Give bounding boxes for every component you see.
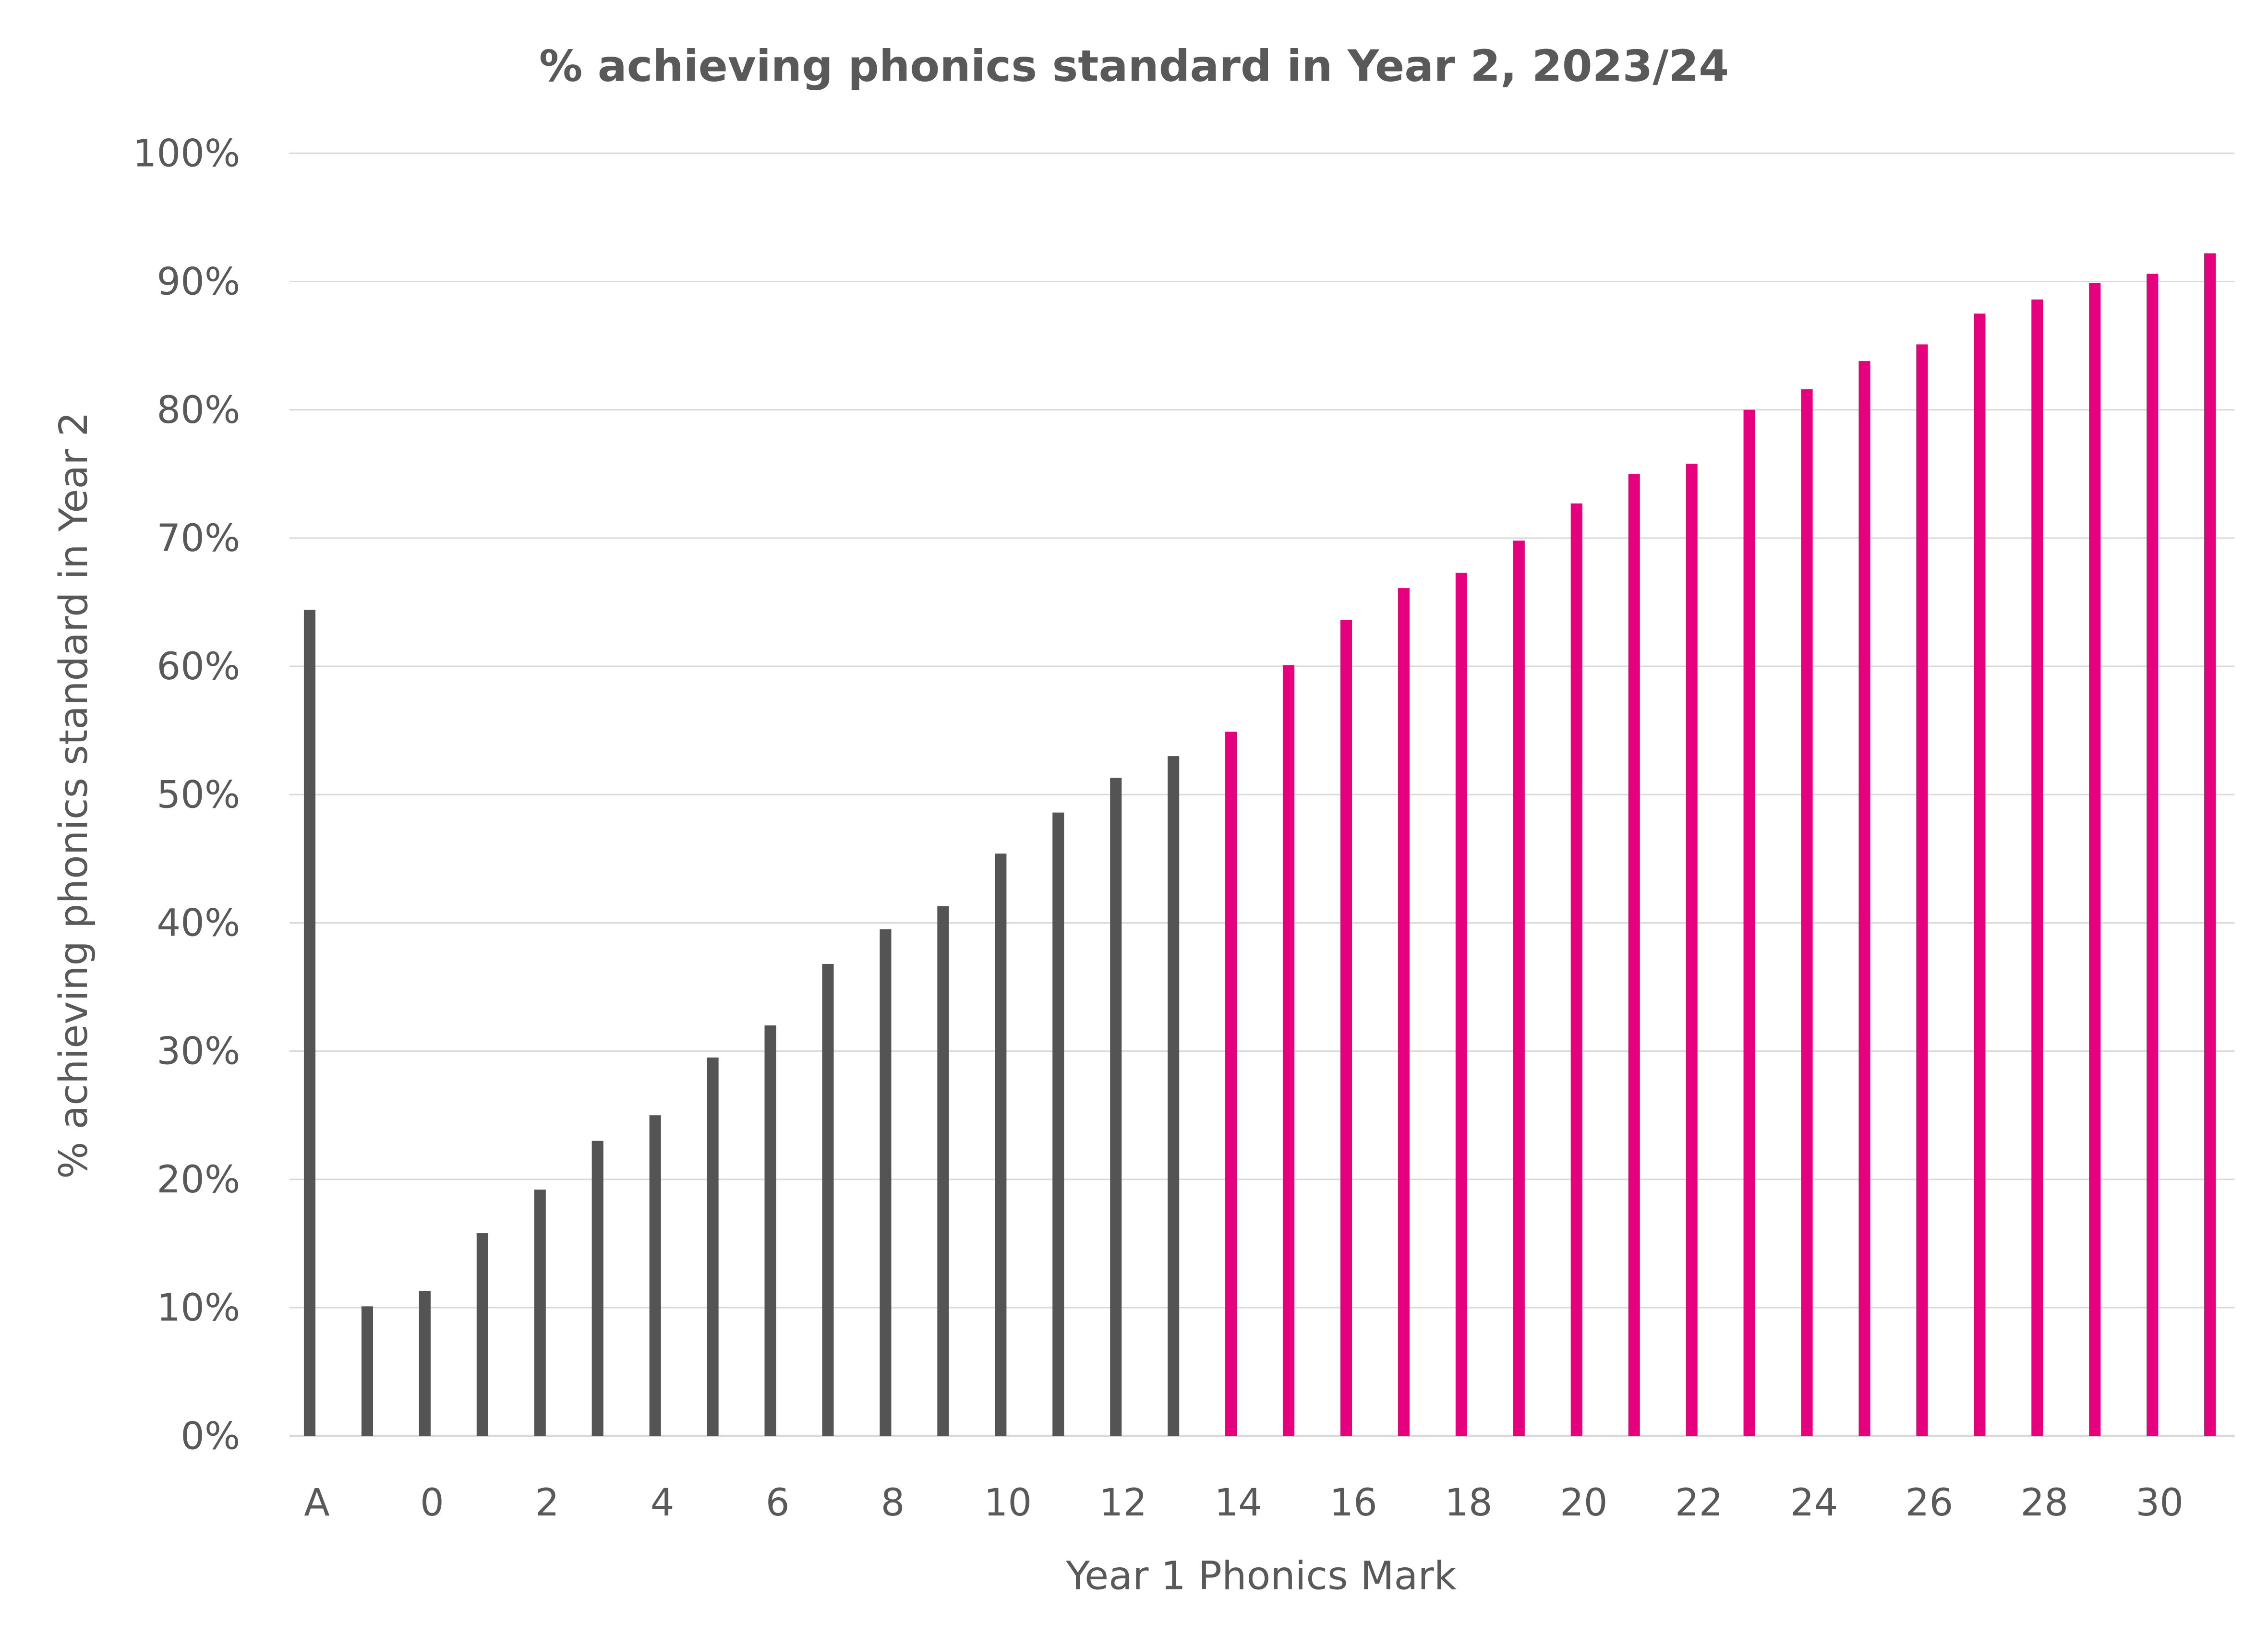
y-tick-label: 50% (157, 773, 240, 817)
bar-9 (937, 906, 949, 1436)
x-tick-label: 30 (2135, 1481, 2184, 1525)
bar-4 (649, 1115, 661, 1436)
bar-5 (707, 1057, 719, 1436)
x-tick-label: 20 (1560, 1481, 1608, 1525)
x-tick-label: A (304, 1481, 330, 1525)
x-tick-label: 28 (2021, 1481, 2069, 1525)
y-tick-label: 0% (181, 1414, 240, 1458)
bar-7 (822, 963, 834, 1436)
x-axis-ticks: A 0 2 4 6 8 10 12 14 16 18 20 22 24 26 28 30 (304, 1481, 2184, 1525)
bar-19 (1513, 541, 1525, 1436)
bar-18 (1455, 573, 1467, 1436)
bar-20 (1570, 503, 1582, 1436)
x-tick-label: 0 (420, 1481, 444, 1525)
bar-blank (361, 1306, 373, 1436)
bar-23 (1743, 409, 1755, 1436)
bars (303, 253, 2216, 1436)
x-tick-label: 6 (766, 1481, 790, 1525)
bar-21 (1628, 474, 1640, 1436)
bar-28 (2031, 299, 2043, 1436)
bar-16 (1340, 620, 1352, 1436)
x-tick-label: 18 (1445, 1481, 1493, 1525)
bar-12 (1110, 778, 1122, 1436)
y-tick-label: 60% (157, 645, 240, 688)
bar-25 (1858, 361, 1870, 1436)
bar-14 (1225, 732, 1237, 1436)
y-tick-label: 30% (157, 1030, 240, 1073)
bar-0 (419, 1291, 431, 1436)
y-tick-label: 80% (157, 388, 240, 432)
bar-2 (534, 1190, 546, 1436)
x-tick-label: 24 (1790, 1481, 1838, 1525)
bar-26 (1916, 344, 1928, 1436)
bar-15 (1282, 665, 1295, 1436)
bar-29 (2089, 283, 2101, 1436)
x-tick-label: 10 (984, 1481, 1032, 1525)
bar-8 (880, 929, 892, 1436)
x-tick-label: 26 (1906, 1481, 1954, 1525)
y-axis-label: % achieving phonics standard in Year 2 (51, 412, 97, 1179)
y-axis-ticks: 0% 10% 20% 30% 40% 50% 60% 70% 80% 90% 100% (133, 132, 241, 1458)
y-tick-label: 10% (157, 1286, 240, 1330)
bar-30 (2147, 274, 2159, 1436)
y-tick-label: 90% (157, 260, 240, 304)
x-tick-label: 2 (535, 1481, 559, 1525)
bar-A (303, 610, 316, 1436)
chart-title: % achieving phonics standard in Year 2, … (539, 41, 1729, 92)
x-tick-label: 16 (1329, 1481, 1377, 1525)
bar-10 (995, 854, 1007, 1436)
x-tick-label: 12 (1099, 1481, 1147, 1525)
y-tick-label: 100% (133, 132, 241, 175)
bar-24 (1801, 389, 1813, 1436)
x-axis-label: Year 1 Phonics Mark (1065, 1554, 1457, 1599)
y-tick-label: 40% (157, 902, 240, 945)
x-tick-label: 4 (651, 1481, 675, 1525)
y-tick-label: 20% (157, 1158, 240, 1202)
bar-31 (2204, 253, 2216, 1436)
bar-11 (1052, 812, 1064, 1436)
y-tick-label: 70% (157, 517, 240, 560)
bar-1 (476, 1233, 488, 1436)
gridlines (289, 152, 2235, 1437)
bar-17 (1398, 588, 1410, 1436)
bar-3 (591, 1141, 603, 1436)
x-tick-label: 8 (881, 1481, 905, 1525)
bar-13 (1168, 756, 1180, 1436)
x-tick-label: 22 (1675, 1481, 1723, 1525)
bar-27 (1974, 313, 1986, 1436)
bar-22 (1686, 463, 1698, 1436)
x-tick-label: 14 (1214, 1481, 1262, 1525)
bar-6 (764, 1025, 776, 1436)
